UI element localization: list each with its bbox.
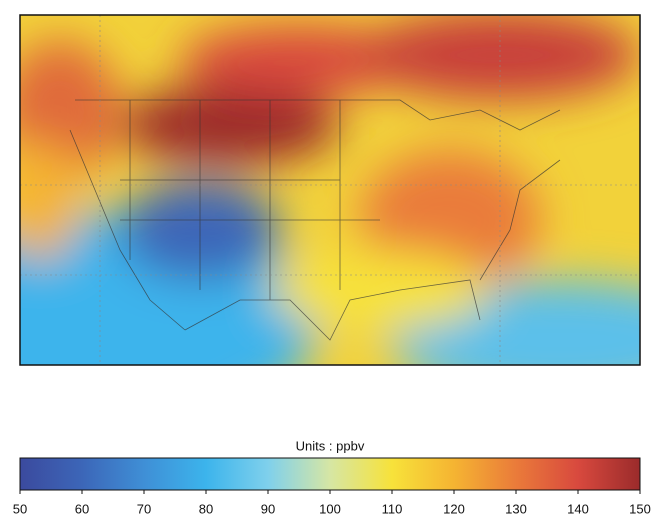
colorbar [20, 458, 640, 490]
tick-label: 50 [13, 501, 27, 516]
tick-label: 130 [505, 501, 527, 516]
tick-label: 140 [567, 501, 589, 516]
colorbar-label: Units : ppbv [296, 438, 365, 453]
tick-label: 80 [199, 501, 213, 516]
tick-label: 70 [137, 501, 151, 516]
tick-label: 150 [629, 501, 651, 516]
tick-label: 90 [261, 501, 275, 516]
tick-label: 110 [382, 501, 403, 516]
ozone-map [0, 10, 664, 430]
tick-label: 60 [75, 501, 89, 516]
tick-label: 120 [443, 501, 465, 516]
page: Units : ppbv 50 60 70 80 90 100 110 120 130 140 15… [0, 0, 664, 520]
tick-label: 100 [319, 501, 341, 516]
